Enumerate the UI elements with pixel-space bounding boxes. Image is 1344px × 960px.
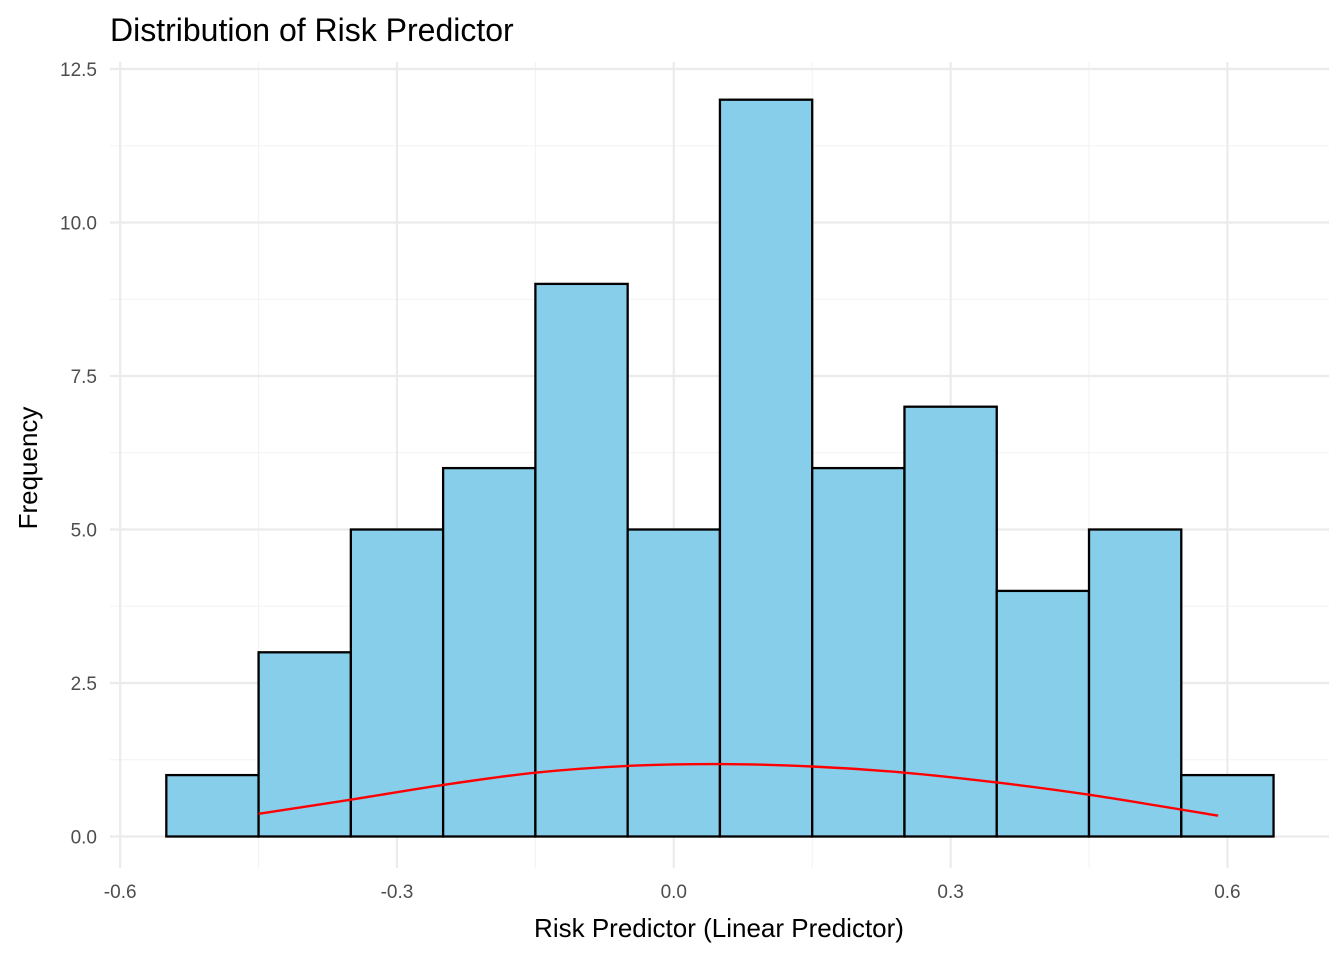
y-tick-label: 5.0: [71, 521, 97, 542]
x-axis-title: Risk Predictor (Linear Predictor): [534, 913, 904, 943]
histogram-bar: [995, 589, 1091, 838]
histogram-bar: [257, 651, 353, 838]
histogram-bar: [626, 528, 722, 838]
x-tick-label: 0.3: [937, 882, 963, 903]
histogram-bar: [441, 466, 537, 838]
density-curve: [258, 762, 1219, 817]
x-tick-label: 0.0: [661, 882, 687, 903]
histogram-bar: [534, 282, 629, 838]
y-tick-label: 7.5: [71, 367, 97, 388]
histogram-bar: [349, 528, 445, 838]
x-axis-ticks: -0.6 -0.3 0.0 0.3 0.6: [104, 882, 1241, 903]
chart-title: Distribution of Risk Predictor: [110, 12, 514, 48]
bars: [165, 98, 1275, 838]
histogram-bar: [903, 405, 998, 838]
y-tick-label: 0.0: [71, 828, 97, 849]
y-axis-title: Frequency: [13, 407, 43, 530]
y-axis-ticks: 0.0 2.5 5.0 7.5 10.0 12.5: [60, 60, 97, 849]
y-tick-label: 10.0: [60, 214, 97, 235]
x-tick-label: -0.6: [104, 882, 137, 903]
x-tick-label: 0.6: [1214, 882, 1240, 903]
histogram-bar: [1087, 528, 1183, 838]
x-tick-label: -0.3: [381, 882, 414, 903]
y-tick-label: 12.5: [60, 60, 97, 81]
y-tick-label: 2.5: [71, 674, 97, 695]
histogram-bar: [718, 98, 814, 838]
histogram-bar: [165, 773, 260, 838]
histogram-bar: [811, 466, 906, 838]
histogram-bar: [1180, 773, 1275, 838]
